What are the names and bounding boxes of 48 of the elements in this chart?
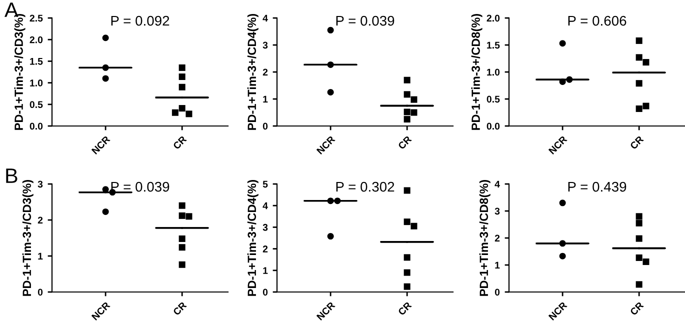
- y-tick-label: 2.0: [30, 36, 43, 44]
- chart-title: P = 0.302: [336, 182, 394, 192]
- x-tick-label: CR: [172, 301, 187, 316]
- y-tick-label: 1.5: [30, 58, 43, 65]
- y-axis-title: PD-1+Tim-3+/CD3(%): [22, 180, 34, 296]
- y-tick-label: 4: [494, 180, 500, 188]
- y-axis-title: PD-1+Tim-3+/CD4(%): [247, 14, 258, 130]
- y-axis-title: PD-1+Tim-3+/CD8(%): [471, 14, 482, 130]
- chart-title: P = 0.039: [336, 16, 394, 26]
- y-tick-label: 0.5: [486, 96, 500, 103]
- chart-title: P = 0.092: [111, 16, 170, 26]
- x-tick-label: CR: [630, 301, 644, 316]
- y-tick-label: 0.0: [486, 122, 500, 130]
- y-tick-label: 1.0: [487, 68, 500, 76]
- y-tick-label: 0: [262, 288, 268, 296]
- y-tick-label: 3: [494, 208, 500, 215]
- y-tick-label: 2: [262, 68, 268, 76]
- y-tick-label: 0.5: [30, 101, 43, 108]
- x-tick-label: CR: [398, 301, 412, 316]
- y-tick-label: 2: [262, 246, 268, 252]
- y-tick-label: 1: [263, 267, 268, 274]
- y-tick-label: 3: [38, 180, 43, 188]
- y-tick-label: 4: [262, 14, 268, 22]
- y-tick-label: 0.0: [30, 122, 43, 130]
- y-tick-label: 2.0: [486, 14, 500, 22]
- y-tick-label: 2: [494, 234, 500, 242]
- y-tick-label: 1.0: [30, 80, 43, 86]
- y-tick-label: 3: [262, 224, 268, 231]
- x-tick-label: CR: [398, 135, 412, 150]
- y-axis-title: PD-1+Tim-3+/CD8(%): [479, 180, 490, 296]
- chart-title: P = 0.439: [568, 182, 626, 192]
- y-tick-label: 0: [38, 288, 43, 296]
- y-tick-label: 1: [38, 252, 43, 260]
- y-tick-label: 3: [262, 42, 268, 49]
- y-tick-label: 4: [262, 202, 268, 210]
- y-tick-label: 5: [262, 180, 268, 188]
- y-tick-label: 0: [262, 122, 268, 130]
- y-tick-label: 1.5: [487, 42, 500, 49]
- y-tick-label: 1: [495, 262, 500, 269]
- text: B: [6, 168, 18, 183]
- x-tick-label: CR: [630, 135, 644, 150]
- x-tick-label: CR: [172, 135, 187, 150]
- y-tick-label: 0: [494, 288, 500, 296]
- y-axis-title: PD-1+Tim-3+/CD4(%): [247, 180, 258, 296]
- y-tick-label: 1: [263, 96, 268, 103]
- chart-title: P = 0.606: [568, 16, 626, 26]
- y-tick-label: 2: [38, 216, 43, 224]
- y-tick-label: 2.5: [30, 14, 43, 22]
